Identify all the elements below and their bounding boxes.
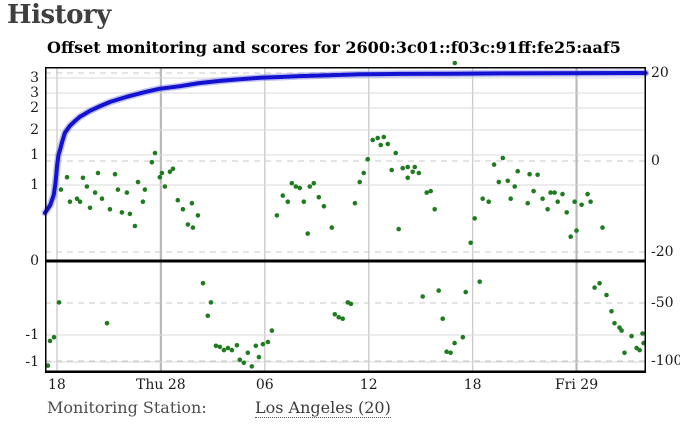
y-left-tick-label: 1 bbox=[30, 147, 39, 163]
y-left-tick-label: 2 bbox=[30, 122, 39, 138]
score-gridlines bbox=[45, 72, 646, 362]
y-left-tick-label: -1 bbox=[25, 327, 39, 343]
y-right-tick-label: 20 bbox=[651, 65, 669, 81]
y-left-tick-label: 3 bbox=[30, 85, 39, 101]
page-title: History bbox=[7, 0, 111, 30]
y-right-tick-label: -50 bbox=[651, 295, 674, 311]
x-tick-label: 18 bbox=[48, 377, 66, 393]
y-left-tick-label: 0 bbox=[30, 253, 39, 269]
y-right-tick-label: 0 bbox=[651, 153, 660, 169]
history-chart-svg bbox=[41, 60, 650, 373]
score-line bbox=[41, 69, 650, 217]
offset-gridlines bbox=[45, 77, 646, 363]
plot-border bbox=[45, 67, 646, 373]
x-tick-label: Fri 29 bbox=[554, 377, 599, 393]
monitoring-station-label: Monitoring Station: bbox=[47, 398, 207, 417]
x-tick-label: Thu 28 bbox=[136, 377, 186, 393]
y-left-tick-label: 2 bbox=[30, 100, 39, 116]
time-gridlines bbox=[56, 67, 578, 373]
x-tick-label: 12 bbox=[359, 377, 378, 393]
y-right-tick-label: -100 bbox=[651, 353, 680, 369]
y-right-tick-label: -20 bbox=[651, 244, 674, 260]
y-left-tick-label: 1 bbox=[30, 177, 39, 193]
monitoring-station-link[interactable]: Los Angeles (20) bbox=[255, 398, 391, 418]
chart-title: Offset monitoring and scores for 2600:3c… bbox=[47, 38, 621, 57]
x-tick-label: 18 bbox=[463, 377, 482, 393]
history-chart bbox=[41, 60, 650, 373]
x-tick-label: 06 bbox=[255, 377, 274, 393]
offset-points bbox=[45, 60, 646, 369]
y-left-tick-label: 3 bbox=[30, 70, 39, 86]
y-left-tick-label: -1 bbox=[25, 354, 39, 370]
